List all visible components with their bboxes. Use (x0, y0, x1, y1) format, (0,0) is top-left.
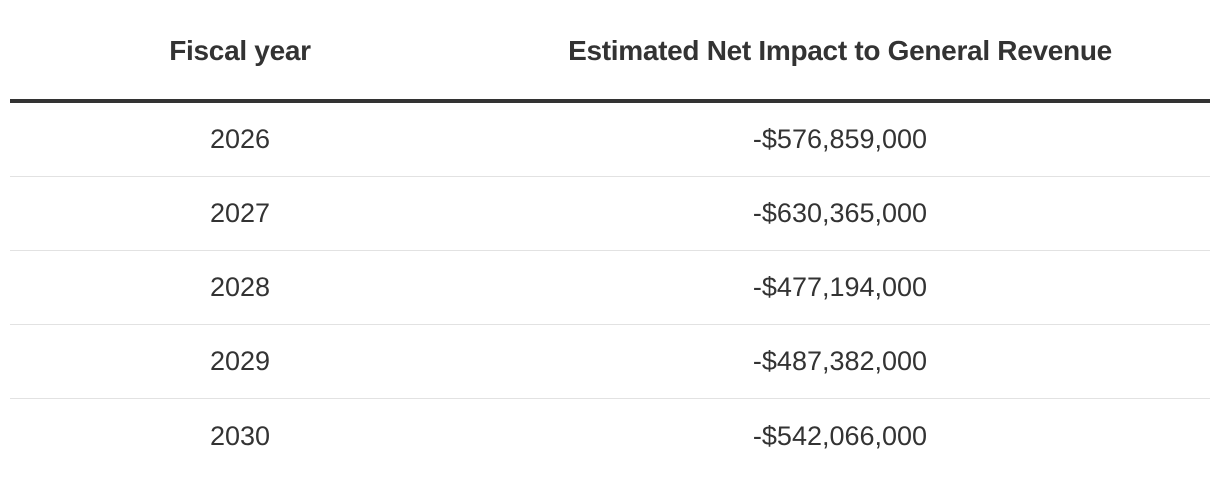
table-row: 2026 -$576,859,000 (10, 103, 1210, 177)
fiscal-year-cell: 2028 (209, 272, 271, 302)
net-impact-cell: -$477,194,000 (752, 272, 928, 302)
fiscal-year-cell: 2027 (209, 198, 271, 228)
fiscal-year-cell: 2029 (209, 346, 271, 376)
header-net-impact: Estimated Net Impact to General Revenue (568, 34, 1112, 66)
table-row: 2028 -$477,194,000 (10, 251, 1210, 325)
table-row: 2030 -$542,066,000 (10, 399, 1210, 473)
net-impact-cell: -$576,859,000 (752, 124, 928, 154)
table-row: 2029 -$487,382,000 (10, 325, 1210, 399)
net-impact-cell: -$542,066,000 (752, 420, 928, 451)
header-fiscal-year: Fiscal year (169, 34, 311, 66)
table-header-row: Fiscal year Estimated Net Impact to Gene… (10, 0, 1210, 103)
fiscal-year-cell: 2026 (209, 124, 271, 154)
table-row: 2027 -$630,365,000 (10, 177, 1210, 251)
fiscal-year-cell: 2030 (209, 420, 271, 451)
revenue-impact-table: Fiscal year Estimated Net Impact to Gene… (10, 0, 1210, 473)
net-impact-cell: -$630,365,000 (752, 198, 928, 228)
net-impact-cell: -$487,382,000 (752, 346, 928, 376)
